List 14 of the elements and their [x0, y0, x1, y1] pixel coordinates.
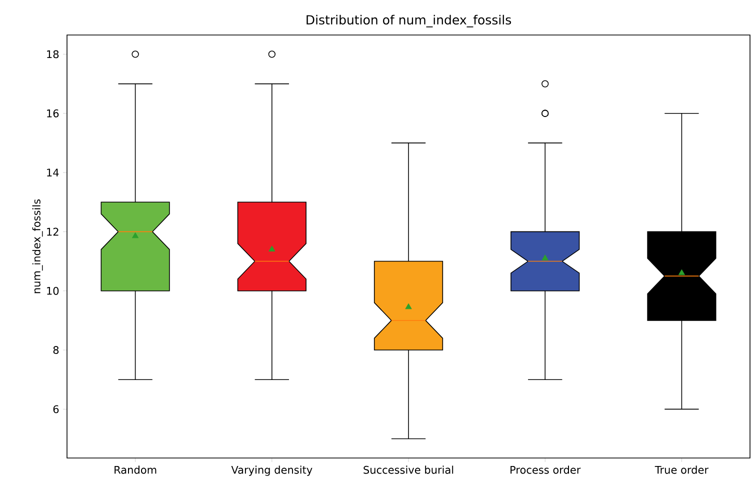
y-tick-label: 18 [47, 50, 59, 58]
y-tick-label: 10 [47, 286, 59, 295]
y-tick-label: 12 [47, 228, 58, 236]
y-tick-label: 16 [47, 109, 59, 118]
x-tick-label: Successive burial [364, 466, 454, 474]
x-tick-label: Process order [510, 466, 581, 474]
y-tick-label: 8 [53, 346, 59, 354]
y-tick-label: 6 [53, 405, 59, 414]
x-tick-label: True order [654, 466, 709, 474]
x-tick-label: Varying density [231, 466, 312, 476]
x-tick-label: Random [114, 466, 156, 474]
y-axis-title: num_index_fossils [32, 199, 43, 294]
chart-title: Distribution of num_index_fossils [306, 14, 512, 28]
y-tick-label: 14 [47, 168, 59, 176]
